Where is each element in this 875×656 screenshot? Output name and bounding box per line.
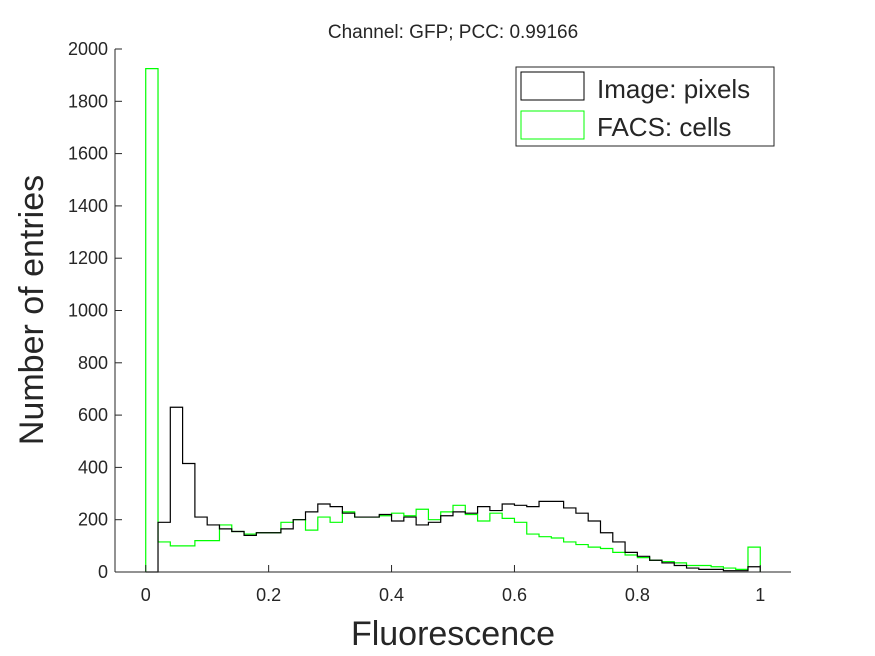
legend-label-facs-cells: FACS: cells: [597, 112, 731, 142]
legend-label-image-pixels: Image: pixels: [597, 74, 750, 104]
y-tick-label: 1000: [68, 301, 108, 321]
y-tick-label: 1400: [68, 196, 108, 216]
legend-swatch-facs-cells: [520, 110, 585, 140]
y-axis-label: Number of entries: [13, 175, 51, 445]
y-axis-ticks: 0 200 400 600 800 1000 1200 1400 1600 1800 2000: [68, 39, 122, 582]
chart-title: Channel: GFP; PCC: 0.99166: [328, 22, 578, 43]
x-axis-label: Fluorescence: [351, 615, 555, 653]
plot-series-group: [145, 68, 761, 573]
y-tick-label: 1800: [68, 91, 108, 111]
x-tick-label: 0.4: [379, 585, 404, 605]
x-tick-label: 0.2: [256, 585, 281, 605]
x-tick-label: 1: [755, 585, 765, 605]
x-axis-ticks: 0 0.2 0.4 0.6 0.8 1: [141, 565, 765, 605]
legend-swatch-image-pixels: [520, 71, 585, 101]
y-tick-label: 1600: [68, 144, 108, 164]
x-tick-label: 0: [141, 585, 151, 605]
y-tick-label: 800: [78, 353, 108, 373]
y-tick-label: 1200: [68, 248, 108, 268]
legend-box: [515, 66, 775, 147]
x-tick-label: 0.8: [625, 585, 650, 605]
y-tick-label: 200: [78, 510, 108, 530]
legend: Image: pixels FACS: cells: [515, 66, 775, 147]
y-tick-label: 400: [78, 457, 108, 477]
y-tick-label: 0: [98, 562, 108, 582]
y-tick-label: 2000: [68, 39, 108, 59]
x-tick-label: 0.6: [502, 585, 527, 605]
histogram-series-image-pixels: [145, 406, 761, 573]
y-tick-label: 600: [78, 405, 108, 425]
